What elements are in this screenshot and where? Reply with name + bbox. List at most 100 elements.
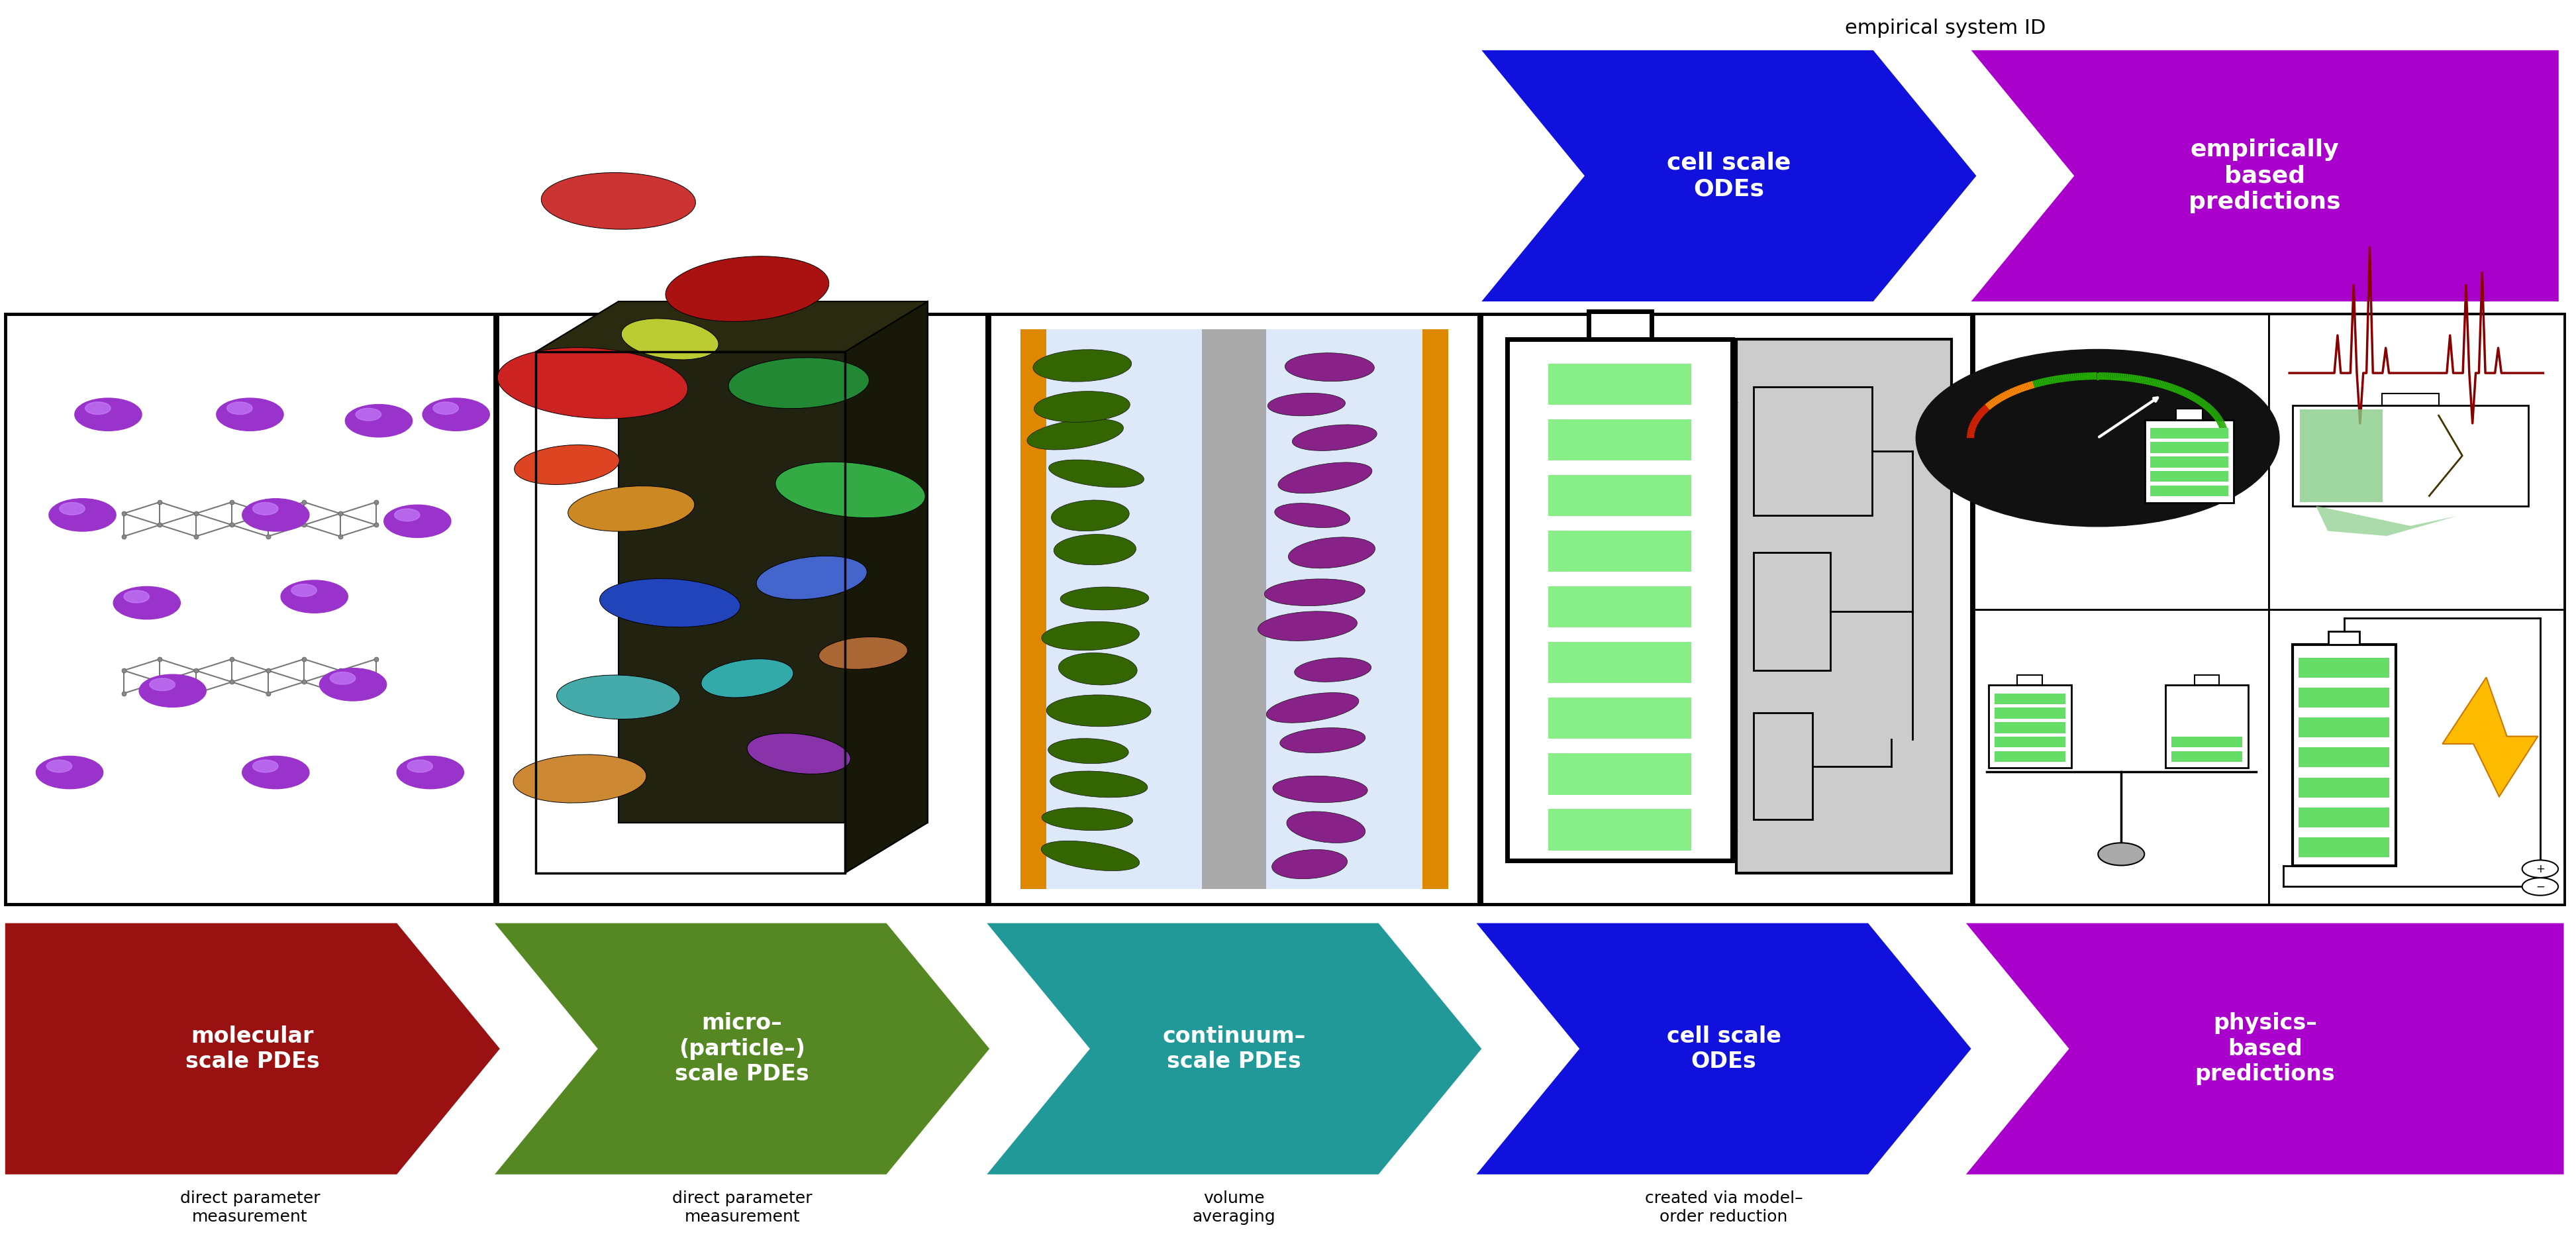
Bar	[2174, 408, 2202, 421]
Ellipse shape	[747, 734, 850, 774]
Polygon shape	[1965, 923, 2563, 1174]
Ellipse shape	[1288, 538, 1376, 568]
Bar	[1994, 737, 2066, 747]
Bar	[2380, 393, 2437, 406]
Bar	[2293, 644, 2396, 865]
Circle shape	[46, 760, 72, 772]
Circle shape	[291, 584, 317, 597]
Bar	[2298, 808, 2388, 828]
Bar	[2143, 421, 2233, 502]
Bar	[1752, 553, 1829, 671]
Bar	[1587, 311, 1651, 339]
Circle shape	[2522, 860, 2558, 878]
Bar	[2298, 838, 2388, 857]
Polygon shape	[1476, 923, 1971, 1174]
Polygon shape	[2442, 677, 2537, 796]
Bar	[2148, 442, 2228, 453]
Circle shape	[124, 590, 149, 603]
Circle shape	[252, 502, 278, 515]
Bar	[1994, 693, 2066, 705]
Circle shape	[2097, 843, 2143, 865]
Ellipse shape	[729, 358, 868, 408]
Bar	[1548, 809, 1690, 850]
Circle shape	[216, 398, 283, 431]
Ellipse shape	[1054, 534, 1136, 565]
Bar	[2148, 471, 2228, 482]
Bar	[1422, 329, 1448, 889]
Circle shape	[252, 760, 278, 772]
Ellipse shape	[621, 319, 719, 359]
Ellipse shape	[1028, 418, 1123, 450]
Ellipse shape	[1278, 462, 1370, 494]
Bar	[2293, 406, 2527, 506]
Text: direct parameter
measurement: direct parameter measurement	[180, 1191, 319, 1225]
Circle shape	[433, 402, 459, 414]
Polygon shape	[536, 301, 927, 352]
Ellipse shape	[513, 755, 647, 803]
Ellipse shape	[1059, 653, 1136, 685]
Ellipse shape	[1293, 658, 1370, 682]
Text: cell scale
ODEs: cell scale ODEs	[1667, 1025, 1780, 1073]
Ellipse shape	[1257, 612, 1358, 641]
Ellipse shape	[1048, 460, 1144, 487]
Bar	[1046, 329, 1422, 889]
Text: micro–
(particle–)
scale PDEs: micro– (particle–) scale PDEs	[675, 1012, 809, 1085]
Ellipse shape	[1046, 695, 1151, 726]
Circle shape	[242, 499, 309, 531]
Ellipse shape	[600, 579, 739, 627]
Circle shape	[407, 760, 433, 772]
Bar	[1994, 722, 2066, 734]
Ellipse shape	[1267, 393, 1345, 416]
Circle shape	[227, 402, 252, 414]
Polygon shape	[1481, 50, 1976, 301]
Text: volume
averaging: volume averaging	[1193, 1191, 1275, 1225]
Bar	[2329, 632, 2360, 644]
Ellipse shape	[665, 256, 829, 322]
Bar	[2267, 314, 2563, 609]
Circle shape	[113, 587, 180, 619]
Bar	[1736, 339, 1950, 873]
Polygon shape	[845, 301, 927, 873]
Polygon shape	[495, 923, 989, 1174]
Circle shape	[242, 756, 309, 789]
Ellipse shape	[1041, 840, 1139, 870]
Bar	[1548, 697, 1690, 739]
Bar	[1994, 751, 2066, 762]
Bar	[1481, 314, 1971, 904]
Bar	[2298, 747, 2388, 767]
Polygon shape	[987, 923, 1481, 1174]
Bar	[1973, 314, 2563, 904]
Ellipse shape	[1273, 776, 1368, 803]
Ellipse shape	[1059, 587, 1149, 610]
Circle shape	[59, 502, 85, 515]
Ellipse shape	[1285, 811, 1365, 843]
Text: empirically
based
predictions: empirically based predictions	[2187, 138, 2342, 214]
Text: continuum–
scale PDEs: continuum– scale PDEs	[1162, 1025, 1306, 1073]
Bar	[1548, 587, 1690, 628]
Ellipse shape	[775, 462, 925, 517]
Circle shape	[85, 402, 111, 414]
Ellipse shape	[497, 348, 688, 418]
Circle shape	[281, 580, 348, 613]
Ellipse shape	[1265, 692, 1358, 722]
Ellipse shape	[1041, 808, 1133, 830]
Circle shape	[36, 756, 103, 789]
Bar	[2298, 777, 2388, 798]
Ellipse shape	[1293, 425, 1376, 451]
Bar	[1548, 475, 1690, 516]
Bar	[989, 314, 1479, 904]
Text: physics–
based
predictions: physics– based predictions	[2195, 1012, 2334, 1085]
Ellipse shape	[1265, 579, 1365, 605]
Circle shape	[319, 668, 386, 701]
Circle shape	[355, 408, 381, 421]
Ellipse shape	[1275, 504, 1350, 528]
Text: direct parameter
measurement: direct parameter measurement	[672, 1191, 811, 1225]
Bar	[2148, 486, 2228, 496]
Bar	[1548, 420, 1690, 461]
Ellipse shape	[1280, 727, 1365, 752]
Ellipse shape	[819, 637, 907, 669]
Ellipse shape	[1051, 771, 1146, 798]
Bar	[2298, 717, 2388, 737]
Bar	[497, 314, 987, 904]
Polygon shape	[1971, 50, 2558, 301]
